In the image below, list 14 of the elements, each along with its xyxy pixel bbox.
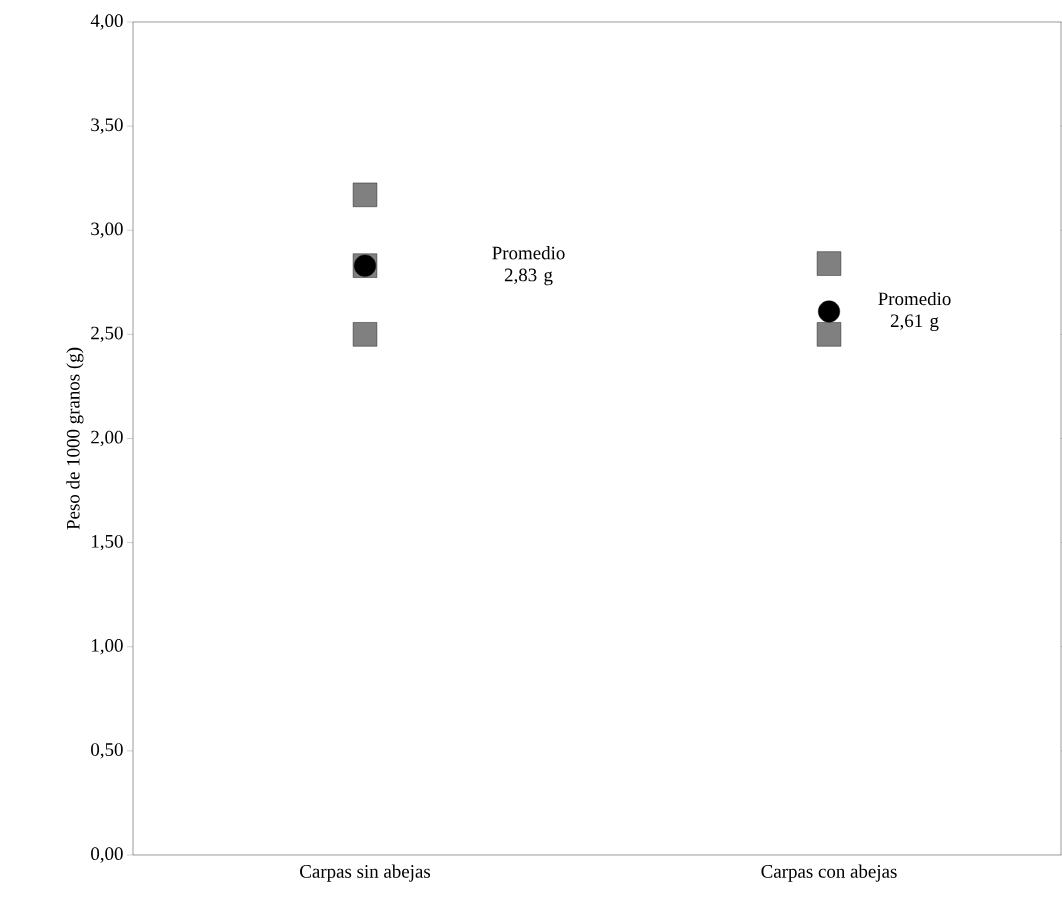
x-tick-label: Carpas con abejas — [761, 864, 897, 882]
y-tick-label: 3,50 — [91, 118, 123, 134]
x-tick-label: Carpas sin abejas — [300, 864, 431, 882]
y-tick-label: 3,00 — [91, 222, 123, 238]
y-tick-label: 1,00 — [92, 639, 123, 655]
y-tick-label: 2,50 — [91, 326, 123, 343]
y-tick-label: 0,50 — [91, 743, 123, 759]
annotation: Promedio 2,61 g — [878, 291, 951, 332]
y-tick-label: 2,00 — [91, 430, 123, 447]
annotation: Promedio 2,83 g — [492, 246, 565, 286]
y-axis-title: Peso de 1000 granos (g) — [66, 347, 84, 530]
y-tick-label: 0,00 — [91, 847, 123, 863]
y-tick-label: 1,50 — [92, 534, 123, 551]
y-tick-label: 4,00 — [90, 14, 123, 30]
